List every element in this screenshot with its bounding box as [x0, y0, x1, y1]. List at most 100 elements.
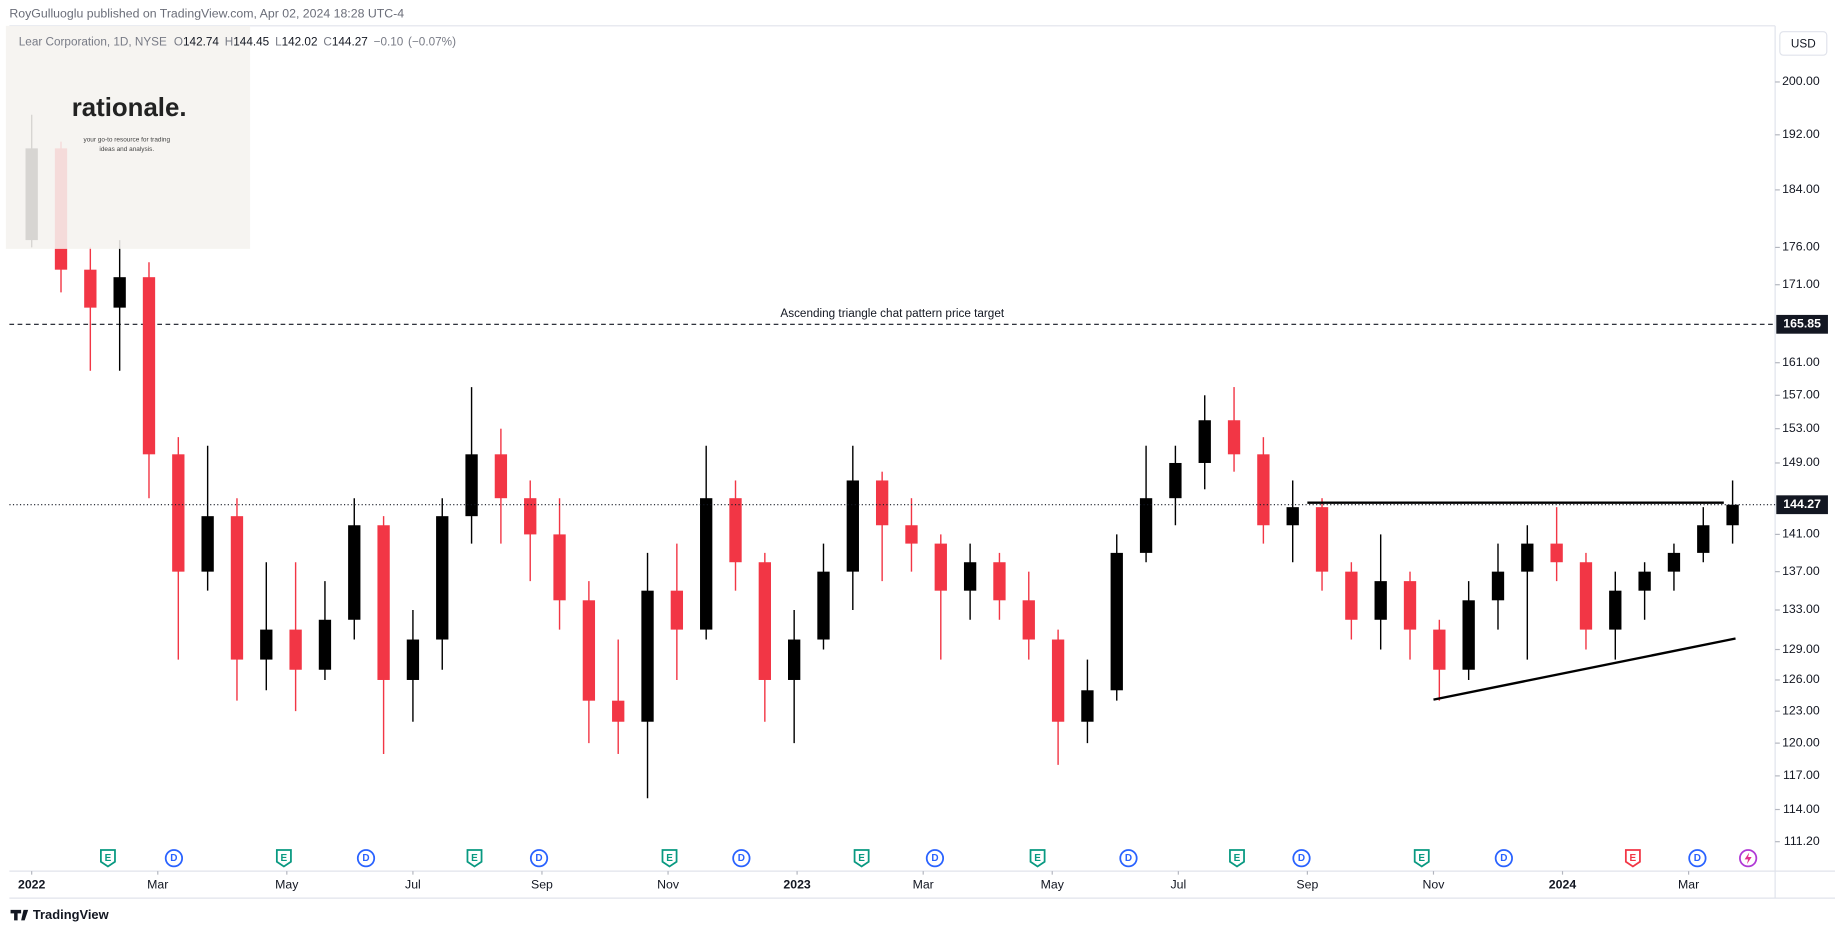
ohlc-key: L	[275, 35, 282, 48]
earnings-marker	[100, 849, 116, 868]
y-tick-label: 157.00	[1782, 388, 1820, 402]
dividend-marker	[164, 849, 184, 868]
x-tick-label: 2023	[783, 877, 811, 891]
event-label: D	[1125, 853, 1132, 864]
dividend-marker	[925, 849, 945, 868]
event-label: E	[1234, 853, 1241, 864]
y-tick-label: 192.00	[1782, 127, 1820, 141]
candle-body	[641, 590, 654, 722]
dividend-marker	[732, 849, 751, 868]
target-label: 165.85	[1783, 317, 1821, 331]
candle-body	[113, 277, 126, 308]
candle-body	[230, 516, 244, 660]
earnings-marker	[1624, 849, 1641, 868]
earnings-marker	[466, 849, 483, 868]
earnings-marker	[275, 849, 292, 868]
candle-body	[1169, 462, 1182, 499]
event-label: E	[858, 853, 865, 864]
earnings-marker	[1229, 849, 1245, 868]
candle-body	[934, 543, 947, 591]
event-label: D	[535, 853, 542, 864]
x-tick-label: Jul	[1170, 877, 1186, 891]
ohlc-value: 142.02	[282, 35, 318, 48]
x-tick-label: Nov	[1423, 877, 1446, 891]
event-label: D	[1694, 853, 1701, 864]
candle-body	[582, 600, 596, 701]
candle-body	[700, 498, 713, 630]
candle-body	[1403, 581, 1417, 630]
candle-body	[260, 629, 273, 660]
candle-body	[201, 516, 214, 572]
y-tick-label: 137.00	[1782, 564, 1820, 578]
event-label: E	[1034, 853, 1041, 864]
lightning	[1744, 852, 1752, 865]
event-label: D	[1298, 853, 1305, 864]
dividend-marker	[1292, 849, 1311, 868]
candle-body	[1286, 507, 1299, 526]
logo-tagline: your go-to resource for trading	[83, 136, 170, 143]
ohlc-value: 142.74	[183, 35, 219, 48]
candle-body	[1609, 590, 1622, 630]
x-tick-label: May	[275, 877, 299, 891]
candle-body	[406, 639, 420, 680]
candle-body	[348, 525, 361, 620]
candle-body	[1638, 571, 1651, 591]
last-price-badge	[1776, 495, 1828, 515]
dividend-marker	[1119, 849, 1138, 868]
candle-body	[1550, 543, 1563, 563]
candle-body	[1579, 562, 1593, 630]
ohlc-key: H	[225, 35, 233, 48]
ohlc-key: C	[323, 35, 332, 48]
candle-body	[1051, 639, 1065, 722]
legend-symbol: Lear Corporation, 1D, NYSE	[19, 35, 167, 48]
candle-body	[758, 562, 771, 680]
y-tick-label: 114.00	[1783, 802, 1820, 816]
event-label: E	[1630, 853, 1637, 864]
candle-body	[172, 454, 185, 572]
candle-body	[729, 498, 742, 563]
candle-body	[1227, 420, 1241, 455]
candle-body	[318, 619, 332, 670]
last-price-label: 144.27	[1783, 497, 1821, 511]
y-tick-label: 111.20	[1784, 834, 1820, 848]
event-label: D	[738, 853, 745, 864]
candle-body	[963, 562, 977, 591]
event-label: D	[931, 853, 938, 864]
candle-body	[905, 525, 918, 544]
candle-body	[1433, 629, 1446, 670]
candle-body	[1462, 600, 1475, 670]
x-tick-label: Mar	[913, 877, 934, 891]
y-tick-label: 149.00	[1782, 455, 1820, 469]
y-tick-label: 176.00	[1782, 240, 1820, 254]
candle-body	[1697, 525, 1710, 553]
candle-body	[1374, 581, 1387, 620]
y-tick-label: 200.00	[1782, 74, 1820, 88]
y-tick-label: 171.00	[1782, 277, 1820, 291]
candle-body	[1257, 454, 1270, 526]
candle-body	[494, 454, 508, 499]
currency-box[interactable]	[1779, 31, 1828, 56]
candle-body	[142, 277, 156, 455]
x-tick-label: Sep	[1296, 877, 1318, 891]
dividend-marker	[1494, 849, 1513, 868]
brand: TradingView	[33, 907, 110, 922]
candle-body	[1726, 504, 1739, 526]
dividend-marker	[1688, 849, 1707, 868]
y-tick-label: 184.00	[1782, 182, 1820, 196]
footer-logo: TradingView	[10, 907, 110, 922]
publisher: RoyGulluoglu published on TradingView.co…	[9, 6, 404, 20]
target-text: Ascending triangle chat pattern price ta…	[780, 307, 1004, 320]
logo-box	[5, 25, 251, 249]
candle-body	[1110, 552, 1123, 691]
x-tick-label: Sep	[531, 877, 553, 891]
dividend-marker	[529, 849, 549, 868]
x-tick-label: 2022	[18, 877, 46, 891]
candle-body	[788, 639, 801, 680]
earnings-marker	[1029, 849, 1046, 868]
candle-body	[289, 629, 302, 670]
trendline	[1433, 637, 1736, 701]
brand-icon	[10, 909, 29, 921]
